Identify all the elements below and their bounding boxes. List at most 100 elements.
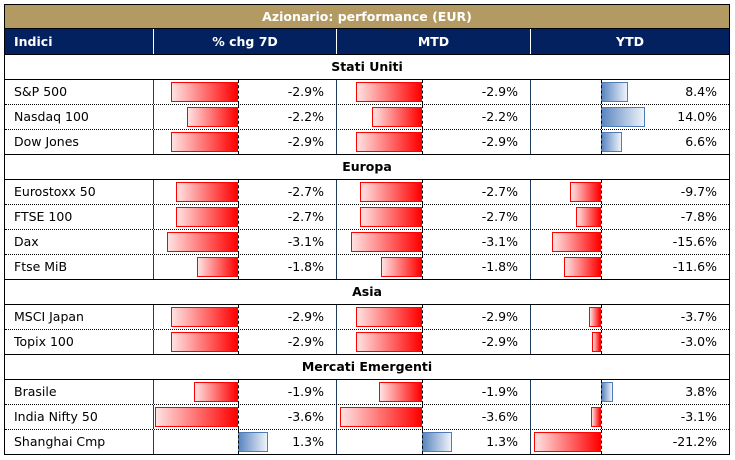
index-name: S&P 500: [5, 80, 154, 104]
value-ytd: 8.4%: [685, 84, 717, 99]
value-ytd: -3.7%: [680, 309, 717, 324]
bar-axis: [422, 255, 423, 279]
bar-axis: [601, 180, 602, 204]
value-ytd: -11.6%: [672, 259, 717, 274]
index-name: Brasile: [5, 380, 154, 404]
bar-axis: [601, 130, 602, 154]
table-row: S&P 500 -2.9% -2.9% 8.4%: [5, 79, 729, 104]
data-bar-mtd: [351, 232, 422, 252]
value-ytd: 3.8%: [685, 384, 717, 399]
section-header: Stati Uniti: [5, 54, 729, 79]
data-bar-ytd: [601, 82, 628, 102]
value-ytd: 6.6%: [685, 134, 717, 149]
cell-mtd: -1.9%: [337, 380, 531, 404]
data-bar-d7: [166, 232, 238, 252]
data-bar-mtd: [378, 382, 422, 402]
bar-axis: [601, 105, 602, 129]
cell-mtd: -3.1%: [337, 230, 531, 254]
data-bar-mtd: [355, 82, 422, 102]
section-header: Mercati Emergenti: [5, 354, 729, 379]
bar-axis: [238, 205, 239, 229]
index-name: Nasdaq 100: [5, 105, 154, 129]
cell-d7: -2.2%: [154, 105, 337, 129]
cell-mtd: -2.7%: [337, 205, 531, 229]
value-mtd: -3.1%: [481, 234, 518, 249]
data-bar-ytd: [570, 182, 601, 202]
value-mtd: -2.7%: [481, 184, 518, 199]
data-bar-d7: [175, 207, 238, 227]
cell-d7: -2.7%: [154, 180, 337, 204]
value-mtd: -2.7%: [481, 209, 518, 224]
bar-axis: [238, 130, 239, 154]
header-mtd: MTD: [337, 29, 531, 54]
table-title: Azionario: performance (EUR): [5, 5, 729, 29]
bar-axis: [422, 305, 423, 329]
cell-mtd: -2.9%: [337, 80, 531, 104]
value-ytd: -21.2%: [672, 434, 717, 449]
cell-d7: -1.8%: [154, 255, 337, 279]
data-bar-mtd: [339, 407, 422, 427]
bar-axis: [601, 380, 602, 404]
bar-axis: [601, 305, 602, 329]
value-ytd: -15.6%: [672, 234, 717, 249]
data-bar-d7: [171, 307, 238, 327]
value-mtd: 1.3%: [486, 434, 518, 449]
value-mtd: -2.9%: [481, 309, 518, 324]
value-mtd: -2.2%: [481, 109, 518, 124]
table-row: FTSE 100 -2.7% -2.7% -7.8%: [5, 204, 729, 229]
bar-axis: [238, 305, 239, 329]
value-d7: -1.8%: [287, 259, 324, 274]
data-bar-d7: [171, 82, 238, 102]
data-bar-d7: [194, 382, 238, 402]
cell-ytd: 14.0%: [531, 105, 729, 129]
value-mtd: -2.9%: [481, 134, 518, 149]
cell-mtd: -2.9%: [337, 305, 531, 329]
cell-d7: -2.9%: [154, 130, 337, 154]
value-ytd: -7.8%: [680, 209, 717, 224]
data-bar-d7: [171, 332, 238, 352]
data-bar-d7: [171, 132, 238, 152]
cell-ytd: -15.6%: [531, 230, 729, 254]
cell-ytd: -3.1%: [531, 405, 729, 429]
bar-axis: [601, 230, 602, 254]
bar-axis: [422, 405, 423, 429]
data-bar-ytd: [551, 232, 601, 252]
cell-mtd: -1.8%: [337, 255, 531, 279]
header-indici: Indici: [5, 29, 154, 54]
data-bar-ytd: [589, 307, 601, 327]
bar-axis: [238, 105, 239, 129]
cell-ytd: -9.7%: [531, 180, 729, 204]
bar-axis: [238, 330, 239, 354]
performance-table: Azionario: performance (EUR) Indici % ch…: [4, 4, 730, 455]
table-row: Ftse MiB -1.8% -1.8% -11.6%: [5, 254, 729, 279]
cell-mtd: 1.3%: [337, 430, 531, 454]
index-name: India Nifty 50: [5, 405, 154, 429]
cell-d7: -1.9%: [154, 380, 337, 404]
table-row: Dax -3.1% -3.1% -15.6%: [5, 229, 729, 254]
data-bar-mtd: [355, 307, 422, 327]
value-mtd: -1.9%: [481, 384, 518, 399]
table-row: India Nifty 50 -3.6% -3.6% -3.1%: [5, 404, 729, 429]
index-name: Topix 100: [5, 330, 154, 354]
bar-axis: [601, 205, 602, 229]
bar-axis: [422, 80, 423, 104]
data-bar-mtd: [422, 432, 452, 452]
index-name: MSCI Japan: [5, 305, 154, 329]
bar-axis: [601, 405, 602, 429]
bar-axis: [238, 180, 239, 204]
cell-mtd: -2.2%: [337, 105, 531, 129]
cell-mtd: -2.9%: [337, 330, 531, 354]
value-mtd: -1.8%: [481, 259, 518, 274]
data-bar-mtd: [380, 257, 422, 277]
cell-mtd: -2.7%: [337, 180, 531, 204]
header-ytd: YTD: [616, 34, 644, 49]
value-d7: -2.9%: [287, 334, 324, 349]
value-d7: -2.9%: [287, 134, 324, 149]
table-row: Dow Jones -2.9% -2.9% 6.6%: [5, 129, 729, 154]
bar-axis: [238, 255, 239, 279]
bar-axis: [422, 430, 423, 454]
table-row: Eurostoxx 50 -2.7% -2.7% -9.7%: [5, 179, 729, 204]
cell-d7: -3.6%: [154, 405, 337, 429]
value-d7: -2.2%: [287, 109, 324, 124]
table-row: MSCI Japan -2.9% -2.9% -3.7%: [5, 304, 729, 329]
